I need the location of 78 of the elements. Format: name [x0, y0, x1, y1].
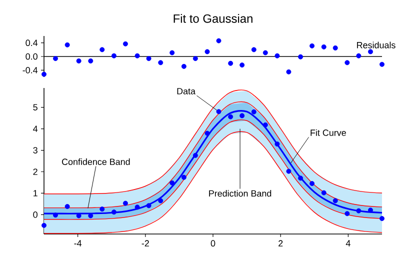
point	[286, 168, 292, 174]
y-tick-label: -0.4	[22, 66, 38, 74]
point	[111, 53, 116, 58]
point	[192, 152, 198, 158]
point	[76, 58, 82, 64]
point	[356, 208, 362, 214]
y-tick-label: 0.4	[26, 40, 38, 46]
point	[380, 62, 384, 67]
point	[251, 109, 256, 114]
y-tick-label: 0	[33, 212, 38, 218]
y-tick-label: 1	[34, 190, 38, 196]
point	[170, 50, 175, 56]
point	[64, 42, 70, 48]
point	[100, 47, 105, 52]
annotation: Data	[177, 88, 196, 94]
point	[134, 53, 140, 58]
point	[181, 64, 186, 69]
point	[204, 130, 210, 136]
point	[380, 216, 384, 222]
y-tick-label: 0.0	[26, 53, 38, 60]
point	[216, 38, 222, 44]
point	[274, 142, 280, 147]
annotation: Fit Curve	[310, 129, 346, 136]
point	[53, 212, 58, 218]
point	[262, 50, 268, 56]
x-tick-label: -4	[74, 240, 82, 246]
point	[64, 204, 70, 210]
point	[228, 60, 234, 66]
point	[298, 54, 304, 60]
annotation: Confidence Band	[62, 158, 130, 165]
annotation: Prediction Band	[209, 190, 272, 197]
point	[344, 60, 350, 66]
point	[240, 113, 245, 118]
point	[216, 109, 222, 114]
point	[310, 43, 315, 48]
point	[321, 44, 326, 50]
point	[356, 53, 362, 58]
point	[192, 56, 198, 62]
point	[42, 72, 46, 77]
point	[321, 190, 326, 196]
annotation: Residuals	[357, 42, 396, 48]
point	[158, 198, 164, 204]
point	[251, 47, 256, 52]
point	[332, 45, 338, 50]
point	[134, 204, 140, 210]
point	[204, 49, 210, 54]
point	[100, 206, 105, 212]
point	[310, 181, 315, 186]
point	[53, 56, 58, 62]
point	[122, 41, 128, 46]
chart-title: Fit to Gaussian	[174, 14, 252, 23]
point	[240, 62, 245, 68]
y-tick-label: 5	[33, 104, 38, 110]
point	[262, 122, 268, 128]
point	[146, 56, 152, 62]
y-tick-label: 2	[33, 168, 38, 175]
point	[274, 53, 280, 58]
y-tick-label: 3	[33, 147, 38, 154]
x-tick-label: 2	[278, 240, 283, 246]
point	[332, 198, 338, 204]
point	[286, 69, 292, 74]
point	[111, 210, 116, 215]
point	[170, 180, 175, 186]
point	[42, 222, 46, 228]
x-tick-label: -2	[142, 240, 149, 246]
point	[298, 176, 304, 181]
point	[368, 49, 373, 54]
point	[368, 208, 373, 213]
x-tick-label: 4	[346, 240, 350, 246]
point	[122, 200, 128, 206]
point	[88, 58, 94, 64]
x-tick-label: 0	[210, 240, 216, 247]
y-tick-label: 4	[33, 126, 38, 132]
point	[158, 60, 164, 66]
point	[344, 211, 350, 216]
point	[181, 174, 186, 180]
point	[146, 203, 152, 208]
point	[228, 114, 234, 120]
